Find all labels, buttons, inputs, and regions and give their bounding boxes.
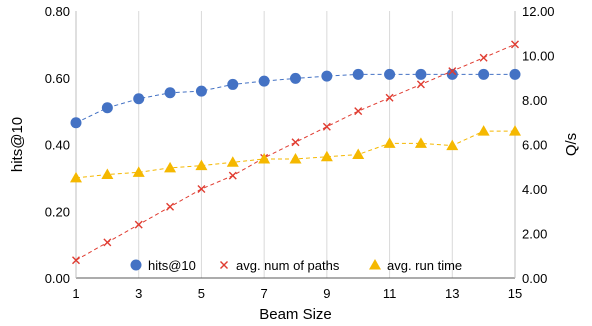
data-point [289, 152, 302, 164]
data-point [132, 166, 145, 177]
series-triangle [70, 125, 521, 183]
data-point [258, 75, 270, 87]
data-point [195, 85, 207, 97]
x-tick-label: 9 [323, 286, 330, 301]
legend-label: avg. run time [387, 258, 462, 273]
right-axis-ticks: 0.00 2.00 4.00 6.00 8.00 10.00 12.00 [522, 4, 555, 286]
data-point [511, 40, 519, 49]
data-point [509, 125, 521, 136]
data-point [70, 117, 82, 129]
series-x [72, 40, 519, 265]
data-point [383, 137, 396, 148]
data-point [291, 138, 300, 147]
data-point [166, 202, 175, 211]
left-tick-label: 0.20 [45, 204, 70, 219]
right-tick-label: 6.00 [522, 138, 547, 153]
data-point [384, 68, 396, 80]
data-point [101, 102, 113, 114]
data-point [416, 80, 425, 89]
data-point [164, 87, 176, 99]
series-layer [70, 40, 521, 265]
right-tick-label: 10.00 [522, 49, 555, 64]
legend-item: hits@10 [130, 258, 196, 273]
left-axis-ticks: 0.00 0.20 0.40 0.60 0.80 [45, 4, 70, 286]
data-point [446, 139, 459, 151]
data-point [354, 107, 363, 116]
series-circle [70, 68, 521, 129]
data-point [322, 122, 331, 131]
data-point [164, 161, 177, 173]
data-point [226, 156, 239, 167]
data-point [227, 78, 239, 90]
legend-label: hits@10 [148, 258, 196, 273]
data-point [478, 68, 490, 80]
data-point [228, 171, 237, 180]
data-point [477, 125, 490, 136]
data-point [414, 137, 427, 148]
data-point [70, 171, 82, 183]
x-axis-title: Beam Size [259, 306, 332, 323]
data-point [352, 148, 365, 160]
data-point [101, 168, 114, 180]
right-tick-label: 0.00 [522, 271, 547, 286]
grid [75, 11, 516, 278]
data-point [479, 53, 488, 62]
data-point [415, 68, 427, 80]
left-tick-label: 0.80 [45, 4, 70, 19]
left-axis-title: hits@10 [9, 117, 26, 172]
left-tick-label: 0.00 [45, 271, 70, 286]
legend-item: avg. run time [369, 258, 462, 273]
right-tick-label: 12.00 [522, 4, 555, 19]
legend-label: avg. num of paths [236, 258, 340, 273]
series-line [75, 43, 516, 261]
legend-marker [130, 259, 142, 271]
left-tick-label: 0.40 [45, 138, 70, 153]
x-tick-label: 1 [72, 286, 79, 301]
x-axis-ticks: 1 3 5 7 9 11 13 15 [72, 286, 522, 301]
x-tick-label: 3 [135, 286, 142, 301]
data-point [320, 150, 333, 162]
right-tick-label: 4.00 [522, 182, 547, 197]
data-point [72, 256, 80, 265]
data-point [385, 93, 394, 102]
right-tick-label: 2.00 [522, 227, 547, 242]
axes [75, 11, 516, 279]
data-point [133, 93, 145, 105]
data-point [352, 68, 364, 80]
data-point [321, 70, 333, 82]
legend: hits@10 avg. num of paths avg. run time [130, 258, 462, 273]
data-point [446, 68, 458, 80]
data-point [134, 220, 143, 229]
left-tick-label: 0.60 [45, 71, 70, 86]
data-point [197, 185, 206, 193]
data-point [103, 238, 112, 247]
legend-marker [369, 259, 381, 270]
data-point [290, 72, 301, 84]
x-tick-label: 15 [508, 286, 522, 301]
legend-item: avg. num of paths [220, 258, 340, 273]
legend-marker [220, 261, 228, 269]
data-point [195, 159, 208, 171]
x-tick-label: 13 [445, 286, 459, 301]
data-point [509, 68, 521, 80]
x-tick-label: 11 [383, 286, 397, 301]
data-point [448, 67, 457, 76]
data-point [258, 152, 271, 164]
x-tick-label: 7 [261, 286, 268, 301]
right-tick-label: 8.00 [522, 93, 547, 108]
x-tick-label: 5 [198, 286, 205, 301]
right-axis-title: Q/s [563, 133, 580, 156]
